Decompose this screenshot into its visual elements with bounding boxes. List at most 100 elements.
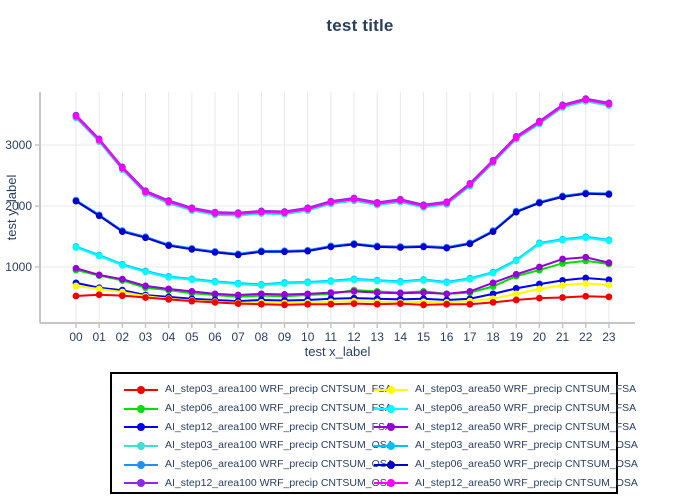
data-point xyxy=(582,292,590,300)
data-point xyxy=(420,301,427,309)
legend-item[interactable]: AI_step06_area50 WRF_precip CNTSUM_FSA xyxy=(374,399,636,418)
data-point xyxy=(605,100,613,108)
data-point xyxy=(466,300,474,308)
data-point xyxy=(489,228,497,236)
legend-item[interactable]: AI_step03_area100 WRF_precip CNTSUM_FSA xyxy=(124,380,392,399)
data-point xyxy=(396,300,404,307)
legend-label: AI_step06_area50 WRF_precip CNTSUM_OSA xyxy=(415,458,638,471)
data-point xyxy=(257,290,265,298)
data-point xyxy=(95,285,103,293)
data-point xyxy=(536,280,543,288)
data-point xyxy=(559,281,566,289)
data-point xyxy=(304,247,312,255)
legend-label: AI_step12_area100 WRF_precip CNTSUM_FSA xyxy=(165,420,393,433)
data-point xyxy=(489,298,497,306)
data-point xyxy=(582,190,590,198)
data-point xyxy=(536,119,543,126)
y-axis-title: test y_label xyxy=(4,175,19,241)
series-AI_step12_area50_WRF_precip_CNTSUM_FSA xyxy=(72,253,613,299)
x-tick-label: 11 xyxy=(325,330,338,344)
data-point xyxy=(396,197,404,204)
y-tick-label: 2000 xyxy=(5,199,32,213)
data-point xyxy=(605,281,613,289)
x-tick-label: 14 xyxy=(394,330,408,344)
legend-column: AI_step03_area100 WRF_precip CNTSUM_FSA A… xyxy=(124,380,394,492)
series-AI_step06_area50_WRF_precip_CNTSUM_FSA xyxy=(72,234,613,289)
series-line xyxy=(75,236,610,287)
data-point xyxy=(211,290,219,298)
data-point xyxy=(512,284,520,292)
chart-legend: AI_step03_area100 WRF_precip CNTSUM_FSA A… xyxy=(110,372,638,494)
data-point xyxy=(142,268,149,276)
data-point xyxy=(582,280,590,287)
x-tick-label: 10 xyxy=(301,330,315,344)
data-point xyxy=(559,236,566,244)
data-point xyxy=(350,195,358,203)
data-point xyxy=(188,205,196,213)
legend-item[interactable]: AI_step12_area50 WRF_precip CNTSUM_OSA xyxy=(374,473,638,492)
legend-item[interactable]: AI_step03_area50 WRF_precip CNTSUM_FSA xyxy=(374,380,636,399)
x-tick-label: 00 xyxy=(69,330,83,344)
x-tick-label: 23 xyxy=(602,330,616,344)
x-tick-label: 08 xyxy=(255,330,269,344)
data-point xyxy=(165,198,173,206)
x-tick-label: 03 xyxy=(139,330,153,344)
data-point xyxy=(95,136,103,144)
data-point xyxy=(72,292,80,300)
legend-item[interactable]: AI_step06_area50 WRF_precip CNTSUM_OSA xyxy=(374,455,638,474)
legend-item[interactable]: AI_step12_area100 WRF_precip CNTSUM_FSA xyxy=(124,417,392,436)
data-point xyxy=(536,263,543,271)
legend-label: AI_step03_area100 WRF_precip CNTSUM_FSA xyxy=(165,383,393,396)
x-tick-label: 15 xyxy=(417,330,431,344)
data-point xyxy=(582,253,590,261)
data-point xyxy=(582,234,590,242)
series-line xyxy=(75,97,610,214)
data-point xyxy=(466,181,474,189)
line-chart: 00 01 02 03 04 05 06 07 08 09 10 11 12 13 14 15 16 17 18 19… xyxy=(4,92,635,359)
data-point xyxy=(420,289,427,297)
data-point xyxy=(72,112,80,120)
data-point xyxy=(234,291,242,299)
x-axis-title: test x_label xyxy=(305,344,371,359)
data-point xyxy=(118,261,126,269)
data-point xyxy=(188,276,196,284)
legend-item[interactable]: AI_step06_area100 WRF_precip CNTSUM_FSA xyxy=(124,399,392,418)
data-point xyxy=(536,294,543,302)
data-point xyxy=(373,243,381,251)
legend-item[interactable]: AI_step12_area50 WRF_precip CNTSUM_FSA xyxy=(374,417,636,436)
x-tick-label: 02 xyxy=(116,330,130,344)
legend-label: AI_step12_area50 WRF_precip CNTSUM_FSA xyxy=(415,420,637,433)
data-point xyxy=(281,291,288,298)
series-AI_step06_area50_WRF_precip_CNTSUM_OSA xyxy=(72,190,613,259)
data-point xyxy=(211,278,219,286)
data-point xyxy=(443,279,451,287)
data-point xyxy=(142,234,149,242)
legend-item[interactable]: AI_step12_area100 WRF_precip CNTSUM_OSA xyxy=(124,473,394,492)
data-point xyxy=(512,290,520,298)
legend-item[interactable]: AI_step06_area100 WRF_precip CNTSUM_OSA xyxy=(124,455,394,474)
data-point xyxy=(72,282,80,290)
data-point xyxy=(512,296,520,304)
data-point xyxy=(489,158,497,165)
legend-line-marker-icon xyxy=(124,385,158,394)
data-point xyxy=(165,285,173,293)
data-point xyxy=(559,277,566,284)
legend-item[interactable]: AI_step03_area100 WRF_precip CNTSUM_OSA xyxy=(124,436,394,455)
data-point xyxy=(165,242,173,250)
data-point xyxy=(350,276,358,284)
x-tick-label: 12 xyxy=(347,330,361,344)
x-tick-label: 06 xyxy=(208,330,222,344)
x-tick-label: 05 xyxy=(185,330,199,344)
series-AI_step12_area50_WRF_precip_CNTSUM_OSA xyxy=(72,96,613,218)
legend-label: AI_step06_area100 WRF_precip CNTSUM_OSA xyxy=(165,458,394,471)
legend-item[interactable]: AI_step03_area50 WRF_precip CNTSUM_OSA xyxy=(374,436,638,455)
data-point xyxy=(559,294,566,301)
data-point xyxy=(142,188,149,196)
data-point xyxy=(327,289,335,297)
data-point xyxy=(373,277,381,285)
data-point xyxy=(605,293,613,301)
data-point xyxy=(327,278,335,286)
x-tick-label: 07 xyxy=(232,330,246,344)
chart-title: test title xyxy=(326,16,394,35)
